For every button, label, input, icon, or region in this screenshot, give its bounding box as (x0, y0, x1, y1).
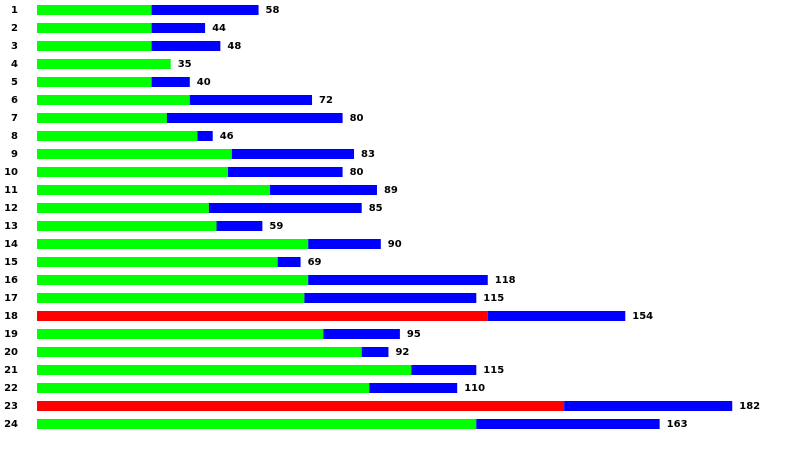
bar-segment (166, 113, 343, 123)
bar-segment (37, 275, 309, 285)
total-label: 35 (178, 59, 192, 70)
total-label: 80 (350, 113, 364, 124)
bar-segment (37, 59, 171, 69)
bar-segment (208, 203, 362, 213)
bar-segment (151, 77, 190, 87)
bar-segment (231, 149, 355, 159)
bar-segment (37, 401, 565, 411)
bar-segment (361, 347, 389, 357)
total-label: 44 (212, 23, 226, 34)
total-label: 83 (361, 149, 375, 160)
bar-segment (564, 401, 733, 411)
row-label: 9 (11, 149, 18, 160)
total-label: 154 (632, 311, 653, 322)
bar-segment (151, 41, 221, 51)
row-label: 1 (11, 5, 18, 16)
bar-segment (37, 203, 209, 213)
bar-segment (37, 113, 167, 123)
row-label: 17 (4, 293, 18, 304)
bar-segment (37, 329, 324, 339)
row-label: 18 (4, 311, 18, 322)
bar-segment (487, 311, 626, 321)
row-label: 13 (4, 221, 18, 232)
bar-segment (37, 239, 309, 249)
bar-segment (151, 5, 259, 15)
bar-segment (37, 23, 152, 33)
row-label: 2 (11, 23, 18, 34)
total-label: 85 (369, 203, 383, 214)
bar-segment (369, 383, 458, 393)
total-label: 40 (197, 77, 211, 88)
bar-segment (37, 419, 477, 429)
bar-segment (37, 95, 190, 105)
total-label: 115 (483, 293, 504, 304)
bar-segment (37, 149, 232, 159)
row-label: 16 (4, 275, 18, 286)
bar-segment (37, 293, 305, 303)
row-label: 24 (4, 419, 18, 430)
total-label: 89 (384, 185, 398, 196)
row-label: 10 (4, 167, 18, 178)
row-label: 23 (4, 401, 18, 412)
total-label: 110 (464, 383, 485, 394)
row-label: 8 (11, 131, 18, 142)
bar-segment (37, 77, 152, 87)
total-label: 72 (319, 95, 333, 106)
bar-segment (270, 185, 377, 195)
total-label: 80 (350, 167, 364, 178)
bar-segment (151, 23, 206, 33)
bar-segment (277, 257, 301, 267)
bar-segment (304, 293, 477, 303)
bar-segment (308, 275, 488, 285)
row-label: 4 (11, 59, 18, 70)
total-label: 59 (269, 221, 283, 232)
row-label: 12 (4, 203, 18, 214)
bar-segment (476, 419, 660, 429)
row-label: 3 (11, 41, 18, 52)
row-label: 7 (11, 113, 18, 124)
bar-segment (189, 95, 313, 105)
bar-segment (37, 41, 152, 51)
total-label: 92 (395, 347, 409, 358)
bar-segment (37, 365, 412, 375)
row-label: 6 (11, 95, 18, 106)
bar-segment (37, 185, 271, 195)
bar-segment (37, 5, 152, 15)
row-label: 11 (4, 185, 18, 196)
bar-segment (308, 239, 381, 249)
bar-segment (323, 329, 400, 339)
bar-segment (37, 221, 217, 231)
bar-segment (37, 311, 488, 321)
total-label: 182 (739, 401, 760, 412)
total-label: 118 (495, 275, 516, 286)
bar-segment (411, 365, 477, 375)
total-label: 58 (266, 5, 280, 16)
total-label: 95 (407, 329, 421, 340)
total-label: 90 (388, 239, 402, 250)
row-label: 15 (4, 257, 18, 268)
total-label: 163 (667, 419, 688, 430)
row-label: 19 (4, 329, 18, 340)
bar-segment (197, 131, 213, 141)
row-label: 22 (4, 383, 18, 394)
bar-segment (37, 257, 278, 267)
bar-segment (37, 131, 198, 141)
row-label: 5 (11, 77, 18, 88)
total-label: 115 (483, 365, 504, 376)
row-label: 14 (4, 239, 18, 250)
total-label: 69 (308, 257, 322, 268)
total-label: 46 (220, 131, 234, 142)
bar-segment (37, 167, 228, 177)
total-label: 48 (227, 41, 241, 52)
row-label: 20 (4, 347, 18, 358)
bar-segment (37, 383, 370, 393)
bar-segment (37, 347, 362, 357)
bar-segment (216, 221, 263, 231)
row-label: 21 (4, 365, 18, 376)
bar-segment (228, 167, 343, 177)
